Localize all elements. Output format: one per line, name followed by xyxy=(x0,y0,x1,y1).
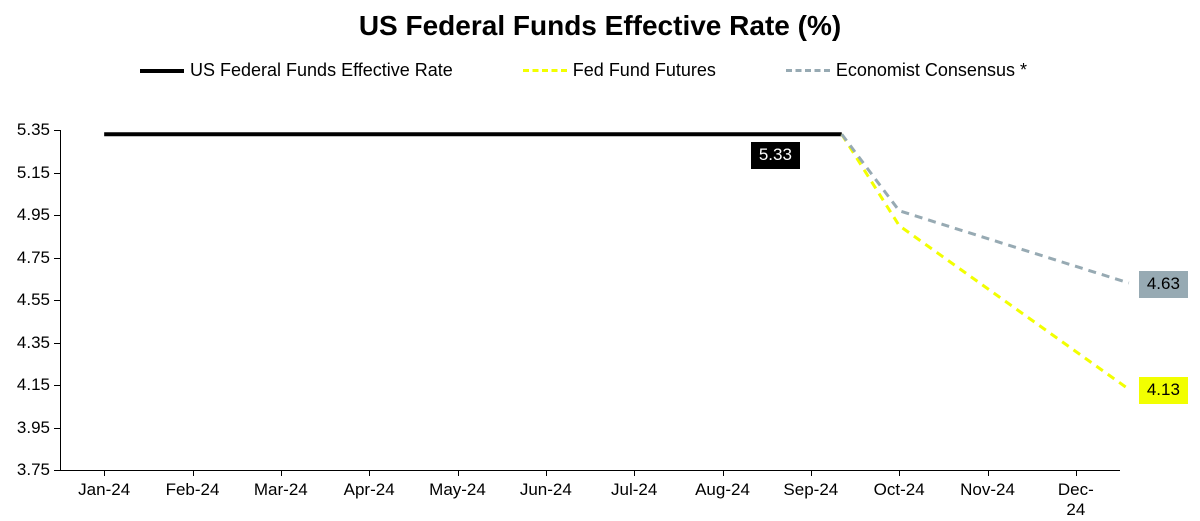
y-tick-mark xyxy=(54,343,60,344)
y-tick-mark xyxy=(54,385,60,386)
x-tick-label: Feb-24 xyxy=(166,480,220,500)
y-tick-label: 4.75 xyxy=(0,248,50,268)
y-tick-mark xyxy=(54,215,60,216)
legend-swatch xyxy=(140,69,184,73)
y-tick-label: 3.75 xyxy=(0,460,50,480)
y-tick-mark xyxy=(54,130,60,131)
chart-legend: US Federal Funds Effective Rate Fed Fund … xyxy=(140,60,1140,81)
x-tick-mark xyxy=(546,470,547,476)
x-tick-mark xyxy=(899,470,900,476)
x-tick-label: Dec-24 xyxy=(1054,480,1098,520)
legend-swatch xyxy=(786,69,830,72)
x-tick-label: Apr-24 xyxy=(344,480,395,500)
data-label: 4.63 xyxy=(1139,271,1188,298)
x-tick-label: Sep-24 xyxy=(783,480,838,500)
y-tick-mark xyxy=(54,173,60,174)
y-tick-mark xyxy=(54,300,60,301)
legend-label: Fed Fund Futures xyxy=(573,60,716,81)
y-tick-label: 5.35 xyxy=(0,120,50,140)
legend-item: US Federal Funds Effective Rate xyxy=(140,60,453,81)
x-tick-mark xyxy=(281,470,282,476)
x-axis-line xyxy=(60,470,1120,471)
y-tick-label: 4.35 xyxy=(0,333,50,353)
series-svg xyxy=(60,100,1120,470)
x-tick-mark xyxy=(1076,470,1077,476)
x-tick-label: Jul-24 xyxy=(611,480,657,500)
series-line xyxy=(842,134,1129,283)
x-tick-mark xyxy=(104,470,105,476)
y-tick-label: 3.95 xyxy=(0,418,50,438)
x-tick-label: Mar-24 xyxy=(254,480,308,500)
y-tick-mark xyxy=(54,428,60,429)
y-tick-mark xyxy=(54,470,60,471)
y-tick-label: 4.15 xyxy=(0,375,50,395)
x-tick-mark xyxy=(369,470,370,476)
y-axis-line xyxy=(60,130,61,470)
x-tick-mark xyxy=(723,470,724,476)
x-tick-mark xyxy=(634,470,635,476)
data-label: 4.13 xyxy=(1139,377,1188,404)
series-line xyxy=(842,134,1129,389)
y-tick-label: 4.55 xyxy=(0,290,50,310)
y-tick-label: 5.15 xyxy=(0,163,50,183)
x-tick-mark xyxy=(193,470,194,476)
x-tick-mark xyxy=(811,470,812,476)
x-tick-mark xyxy=(458,470,459,476)
legend-swatch xyxy=(523,69,567,72)
legend-item: Fed Fund Futures xyxy=(523,60,716,81)
chart-title: US Federal Funds Effective Rate (%) xyxy=(0,10,1200,42)
x-tick-label: Oct-24 xyxy=(874,480,925,500)
x-tick-label: May-24 xyxy=(429,480,486,500)
x-tick-label: Jun-24 xyxy=(520,480,572,500)
y-tick-label: 4.95 xyxy=(0,205,50,225)
legend-item: Economist Consensus * xyxy=(786,60,1027,81)
plot-area: 3.753.954.154.354.554.754.955.155.35Jan-… xyxy=(60,100,1120,470)
x-tick-label: Aug-24 xyxy=(695,480,750,500)
x-tick-label: Jan-24 xyxy=(78,480,130,500)
data-label: 5.33 xyxy=(751,142,800,169)
x-tick-label: Nov-24 xyxy=(960,480,1015,500)
legend-label: US Federal Funds Effective Rate xyxy=(190,60,453,81)
legend-label: Economist Consensus * xyxy=(836,60,1027,81)
chart-container: US Federal Funds Effective Rate (%) US F… xyxy=(0,0,1200,521)
y-tick-mark xyxy=(54,258,60,259)
x-tick-mark xyxy=(988,470,989,476)
